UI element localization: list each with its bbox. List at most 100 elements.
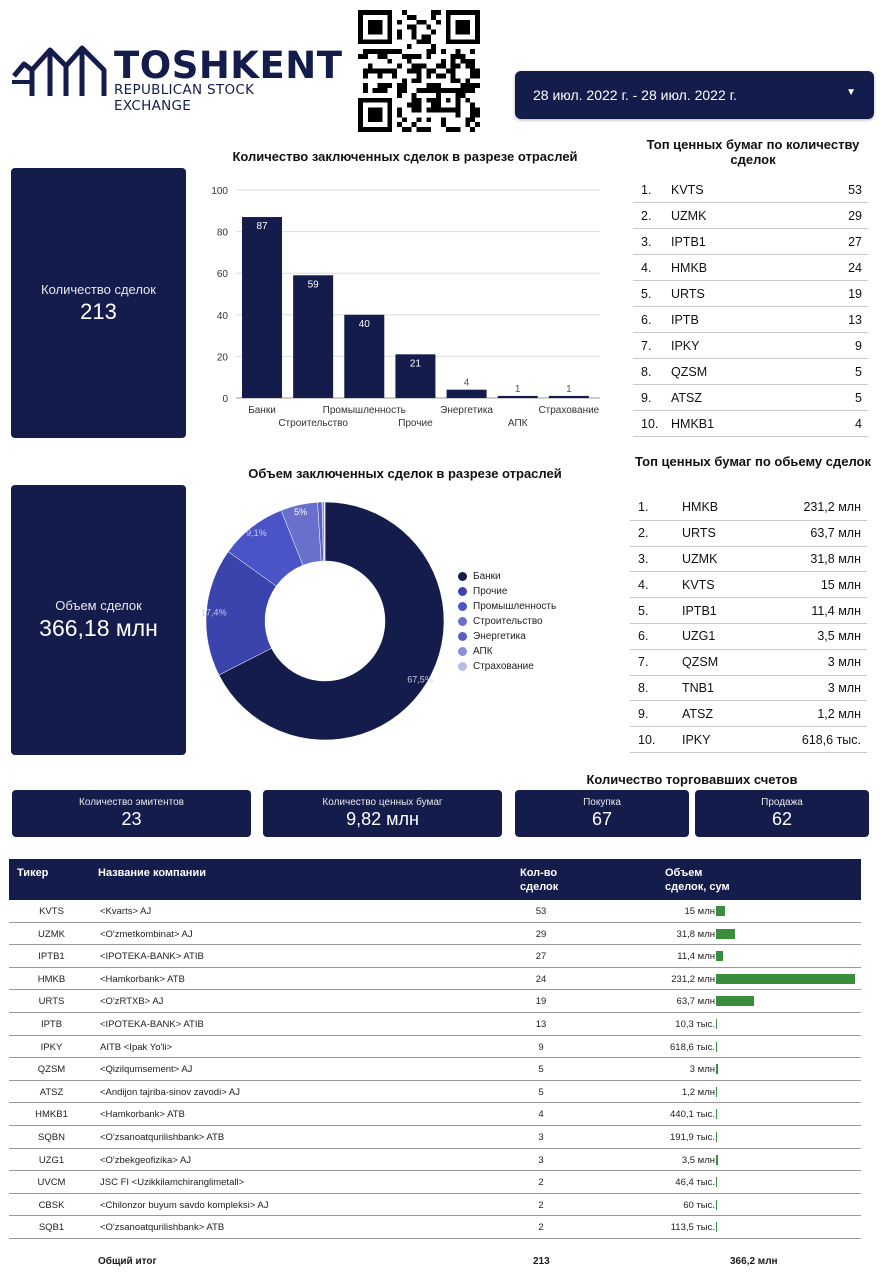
cell-deal-count: 27 xyxy=(535,951,547,963)
cell-volume: 63,7 млн xyxy=(676,996,715,1008)
ticker-label: IPKY xyxy=(682,732,711,747)
legend-swatch xyxy=(458,602,467,611)
bar-1[interactable] xyxy=(242,217,282,398)
cell-ticker: HMKB xyxy=(37,973,66,985)
kpi-buy-label: Покупка xyxy=(583,797,621,808)
value-label: 15 млн xyxy=(820,577,861,592)
table-row[interactable]: HMKB <Hamkorbank> ATB 24 231,2 млн xyxy=(9,968,861,991)
table-row[interactable]: HMKB1 <Hamkorbank> ATB 4 440,1 тыс. xyxy=(9,1103,861,1126)
cell-volume: 15 млн xyxy=(684,906,715,917)
list-item: 10. HMKB1 4 xyxy=(633,411,868,437)
table-row[interactable]: URTS <O'zRTXB> AJ 19 63,7 млн xyxy=(9,990,861,1013)
list-item: 7. IPKY 9 xyxy=(633,333,868,359)
legend-swatch xyxy=(458,662,467,671)
rank-number: 7. xyxy=(641,338,652,353)
col-header-volume-line2: сделок, сум xyxy=(665,881,730,893)
rank-number: 2. xyxy=(641,208,652,223)
kpi-buy-value: 67 xyxy=(591,809,613,829)
cell-volume: 113,5 тыс. xyxy=(670,1222,715,1234)
legend-item[interactable]: Страхование xyxy=(458,659,556,674)
value-label: 53 xyxy=(848,182,862,197)
table-row[interactable]: IPTB <IPOTEKA-BANK> ATIB 13 10,3 тыс. xyxy=(9,1013,861,1036)
table-header: Тикер Название компании Кол-во сделок Об… xyxy=(9,859,861,900)
table-row[interactable]: UVCM JSC FI <Uzikkilamchiranglimetall> 2 46… xyxy=(9,1171,861,1194)
cell-deal-count: 3 xyxy=(538,1131,544,1143)
cell-company-name: <Qizilqumsement> AJ xyxy=(100,1064,193,1076)
legend-item[interactable]: Промышленность xyxy=(458,599,556,614)
volume-databar xyxy=(716,1199,717,1210)
rank-number: 5. xyxy=(638,603,649,618)
bar-value-label: 1 xyxy=(566,384,572,395)
kpi-securities-card: Количество ценных бумаг 9,82 млн xyxy=(263,790,502,837)
ticker-label: KVTS xyxy=(682,577,715,592)
table-row[interactable]: QZSM <Qizilqumsement> AJ 5 3 млн xyxy=(9,1058,861,1081)
cell-ticker: UVCM xyxy=(37,1177,66,1189)
cell-ticker: IPTB xyxy=(40,1018,63,1030)
legend-item[interactable]: Прочие xyxy=(458,584,556,599)
ticker-label: IPKY xyxy=(671,338,700,353)
table-row[interactable]: UZG1 <O'zbekgeofizika> AJ 3 3,5 млн xyxy=(9,1149,861,1172)
list-item: 6. IPTB 13 xyxy=(633,307,868,333)
table-row[interactable]: UZMK <O'zmetkombinat> AJ 29 31,8 млн xyxy=(9,923,861,946)
list-item: 4. HMKB 24 xyxy=(633,255,868,281)
ticker-label: IPTB1 xyxy=(682,603,717,618)
table-row[interactable]: SQB1 <O'zsanoatqurilishbank> ATB 2 113,5 ты… xyxy=(9,1216,861,1239)
legend-item[interactable]: Строительство xyxy=(458,614,556,629)
date-range-picker[interactable]: 28 июл. 2022 г. - 28 июл. 2022 г. ▼ xyxy=(515,71,874,119)
cell-deal-count: 53 xyxy=(535,906,547,917)
list-item: 8. QZSM 5 xyxy=(633,359,868,385)
legend-item[interactable]: Энергетика xyxy=(458,629,556,644)
kpi-issuers-label: Количество эмитентов xyxy=(79,797,184,808)
rank-number: 1. xyxy=(638,500,649,515)
ticker-label: KVTS xyxy=(671,182,704,197)
cell-deal-count: 2 xyxy=(538,1199,544,1211)
cell-ticker: KVTS xyxy=(39,906,64,917)
cell-company-name: <IPOTEKA-BANK> ATIB xyxy=(100,1018,204,1030)
ticker-label: HMKB1 xyxy=(671,416,715,431)
bar-7[interactable] xyxy=(548,395,589,398)
value-label: 11,4 млн xyxy=(811,603,861,618)
list-item: 5. IPTB1 11,4 млн xyxy=(630,598,867,624)
bar-2[interactable] xyxy=(293,275,334,398)
table-row[interactable]: SQBN <O'zsanoatqurilishbank> ATB 3 191,9 ты… xyxy=(9,1126,861,1149)
kpi-buy-card: Покупка 67 xyxy=(515,790,689,837)
donut-slice-1[interactable] xyxy=(218,501,445,741)
bar-category-label: АПК xyxy=(508,418,528,429)
list-item: 8. TNB1 3 млн xyxy=(630,676,867,702)
legend-item[interactable]: АПК xyxy=(458,644,556,659)
volume-databar xyxy=(716,1041,717,1052)
cell-ticker: URTS xyxy=(38,996,65,1008)
legend-label: Промышленность xyxy=(473,601,557,612)
bar-4[interactable] xyxy=(395,354,436,398)
rank-number: 6. xyxy=(641,312,652,327)
list-item: 10. IPKY 618,6 тыс. xyxy=(630,727,867,753)
bar-3[interactable] xyxy=(344,314,385,398)
table-row[interactable]: IPTB1 <IPOTEKA-BANK> ATIB 27 11,4 млн xyxy=(9,945,861,968)
col-header-count[interactable]: Кол-во сделок xyxy=(520,866,558,894)
table-row[interactable]: IPKY AITB <Ipak Yo'li> 9 618,6 тыс. xyxy=(9,1036,861,1059)
cell-volume: 3 млн xyxy=(689,1064,715,1076)
cell-ticker: IPTB1 xyxy=(38,951,65,963)
col-header-ticker[interactable]: Тикер xyxy=(17,867,49,879)
rank-number: 1. xyxy=(641,182,652,197)
value-label: 13 xyxy=(848,312,862,327)
bar-6[interactable] xyxy=(497,395,538,398)
list-item: 1. HMKB 231,2 млн xyxy=(630,495,867,521)
cell-volume: 440,1 тыс. xyxy=(670,1109,715,1121)
legend-label: Прочие xyxy=(473,586,508,597)
table-row[interactable]: ATSZ <Andijon tajriba-sinov zavodi> AJ 5 1,… xyxy=(9,1081,861,1104)
bar-5[interactable] xyxy=(446,389,487,398)
kpi-sell-card: Продажа 62 xyxy=(695,790,869,837)
legend-item[interactable]: Банки xyxy=(458,569,556,584)
cell-company-name: <Chilonzor buyum savdo kompleksi> AJ xyxy=(100,1199,269,1211)
cell-company-name: <Kvarts> AJ xyxy=(100,906,152,917)
table-row[interactable]: KVTS <Kvarts> AJ 53 15 млн xyxy=(9,900,861,923)
donut-slice-7[interactable] xyxy=(324,501,326,562)
kpi-volume-value: 366,18 млн xyxy=(39,615,158,641)
col-header-name[interactable]: Название компании xyxy=(98,867,206,879)
bar-value-label: 4 xyxy=(464,378,470,389)
col-header-volume[interactable]: Объем сделок, сум xyxy=(665,866,730,894)
col-header-count-line2: сделок xyxy=(520,881,559,893)
table-row[interactable]: CBSK <Chilonzor buyum savdo kompleksi> AJ… xyxy=(9,1194,861,1217)
cell-company-name: AITB <Ipak Yo'li> xyxy=(100,1041,173,1053)
